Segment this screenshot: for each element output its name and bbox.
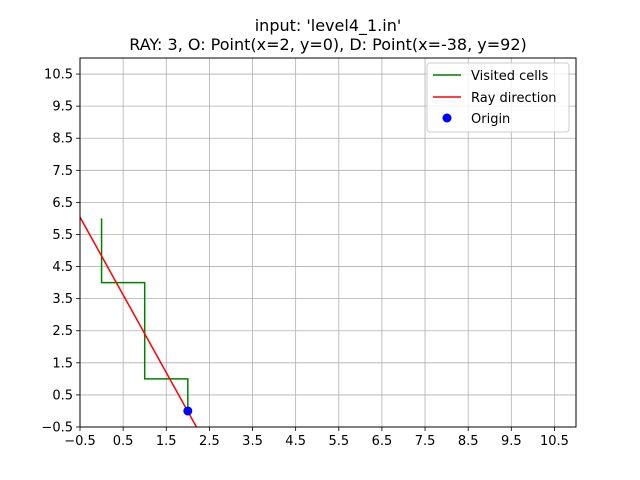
chart-title: input: 'level4_1.in' <box>255 16 402 36</box>
x-tick-label: 6.5 <box>372 434 393 449</box>
legend-origin-label: Origin <box>471 112 510 127</box>
axis-ticks: −0.5 0.5 1.5 2.5 3.5 4.5 5.5 6.5 7.5 8.5 9.5 10.5 −0… <box>41 68 568 449</box>
y-tick-label: 9.5 <box>52 100 73 115</box>
x-tick-label: 5.5 <box>328 434 349 449</box>
legend-visited-label: Visited cells <box>471 69 548 84</box>
series-ray-direction-line <box>80 216 198 427</box>
legend-origin-marker <box>442 113 452 123</box>
chart-subtitle: RAY: 3, O: Point(x=2, y=0), D: Point(x=-… <box>129 35 527 54</box>
y-tick-label: 8.5 <box>52 132 73 147</box>
axes-frame <box>79 57 577 428</box>
y-tick-label: 2.5 <box>52 324 73 339</box>
x-tick-label: 8.5 <box>458 434 479 449</box>
x-tick-label: 10.5 <box>540 434 569 449</box>
x-tick-label: 1.5 <box>156 434 177 449</box>
y-tick-label: 4.5 <box>52 260 73 275</box>
plot-area <box>80 216 198 427</box>
x-tick-label: 3.5 <box>242 434 263 449</box>
x-tick-label: 2.5 <box>199 434 220 449</box>
x-tick-label: −0.5 <box>64 434 96 449</box>
x-tick-label: 9.5 <box>501 434 522 449</box>
series-origin-point <box>183 406 193 416</box>
y-tick-label: 5.5 <box>52 228 73 243</box>
legend: Visited cells Ray direction Origin <box>426 62 570 133</box>
y-tick-label: 6.5 <box>52 196 73 211</box>
x-tick-label: 4.5 <box>285 434 306 449</box>
y-tick-label: 7.5 <box>52 164 73 179</box>
y-tick-label: 3.5 <box>52 292 73 307</box>
y-tick-label: 0.5 <box>52 388 73 403</box>
legend-ray-label: Ray direction <box>471 91 557 106</box>
legend-box <box>426 62 570 133</box>
x-tick-label: 0.5 <box>113 434 134 449</box>
x-tick-label: 7.5 <box>415 434 436 449</box>
y-tick-label: 10.5 <box>44 68 73 83</box>
y-tick-label: 1.5 <box>52 356 73 371</box>
series-visited-cells-line <box>100 218 189 411</box>
y-tick-label: −0.5 <box>41 421 73 436</box>
